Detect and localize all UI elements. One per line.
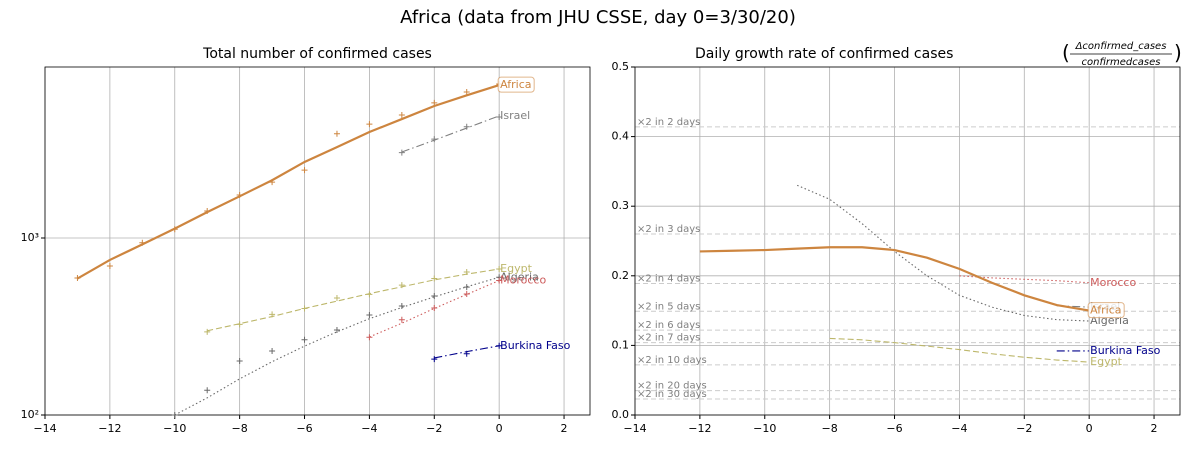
- raw-point: [463, 89, 470, 96]
- doubling-label: ×2 in 2 days: [637, 117, 700, 128]
- y-tick-label: 0.2: [612, 269, 630, 282]
- y-tick-label: 0.4: [612, 130, 630, 143]
- raw-point: [496, 266, 503, 273]
- raw-point: [398, 112, 405, 119]
- chart-title: Total number of confirmed cases: [202, 46, 432, 62]
- series-line: [959, 275, 1090, 284]
- raw-point: [496, 277, 503, 284]
- series-line: [796, 184, 1090, 322]
- doubling-label: ×2 in 5 days: [637, 301, 700, 312]
- fraction-numerator: Δconfirmed_cases: [1075, 41, 1167, 52]
- series-line: [207, 268, 500, 332]
- series-label: Burkina Faso: [1090, 344, 1160, 357]
- raw-point: [106, 262, 113, 269]
- raw-point: [431, 356, 438, 363]
- x-tick-label: 2: [1151, 422, 1158, 435]
- raw-point: [204, 387, 211, 394]
- doubling-label: ×2 in 7 days: [637, 333, 700, 344]
- x-tick-label: −14: [33, 422, 56, 435]
- raw-point: [496, 113, 503, 120]
- x-tick-label: −4: [951, 422, 967, 435]
- series-line: [76, 84, 500, 280]
- raw-point: [333, 130, 340, 137]
- paren: ): [1174, 41, 1182, 65]
- doubling-label: ×2 in 30 days: [637, 389, 707, 400]
- series-line: [699, 246, 1090, 312]
- paren: (: [1062, 41, 1070, 65]
- x-tick-label: 2: [561, 422, 568, 435]
- raw-point: [366, 121, 373, 128]
- series-label: Africa: [500, 78, 531, 91]
- x-tick-label: −14: [623, 422, 646, 435]
- y-tick-label: 10³: [21, 231, 39, 244]
- raw-point: [204, 328, 211, 335]
- x-tick-label: −10: [163, 422, 186, 435]
- raw-point: [269, 347, 276, 354]
- doubling-label: ×2 in 4 days: [637, 273, 700, 284]
- series-label: Morocco: [500, 274, 546, 287]
- raw-point: [431, 275, 438, 282]
- y-tick-label: 0.5: [612, 60, 630, 73]
- y-tick-label: 0.1: [612, 338, 630, 351]
- series-line: [434, 345, 500, 359]
- series-label: Morocco: [1090, 276, 1136, 289]
- x-tick-label: −8: [822, 422, 838, 435]
- x-tick-label: −6: [886, 422, 902, 435]
- chart-title: Daily growth rate of confirmed cases: [695, 46, 953, 62]
- y-tick-label: 0.0: [612, 408, 630, 421]
- raw-point: [398, 302, 405, 309]
- doubling-label: ×2 in 3 days: [637, 224, 700, 235]
- x-tick-label: −2: [1016, 422, 1032, 435]
- x-tick-label: −6: [296, 422, 312, 435]
- fraction-denominator: confirmedcases: [1082, 57, 1161, 68]
- raw-point: [333, 295, 340, 302]
- y-tick-label: 10²: [21, 408, 39, 421]
- series-line: [829, 337, 1090, 363]
- doubling-label: ×2 in 20 days: [637, 381, 707, 392]
- raw-point: [333, 327, 340, 334]
- doubling-label: ×2 in 6 days: [637, 320, 700, 331]
- x-tick-label: −2: [426, 422, 442, 435]
- raw-point: [366, 312, 373, 319]
- raw-point: [398, 316, 405, 323]
- raw-point: [463, 284, 470, 291]
- x-tick-label: −8: [232, 422, 248, 435]
- label-box: [497, 76, 535, 93]
- x-tick-label: 0: [496, 422, 503, 435]
- series-label: Burkina Faso: [500, 339, 570, 352]
- raw-point: [236, 357, 243, 364]
- series-label: Africa: [1090, 304, 1121, 317]
- raw-point: [301, 167, 308, 174]
- x-tick-label: 0: [1086, 422, 1093, 435]
- plot-frame: [634, 66, 1181, 416]
- doubling-label: ×2 in 10 days: [637, 355, 707, 366]
- x-tick-label: −12: [688, 422, 711, 435]
- x-tick-label: −4: [361, 422, 377, 435]
- plot-frame: [44, 66, 591, 416]
- raw-point: [366, 334, 373, 341]
- series-label: Egypt: [500, 262, 532, 275]
- series-line: [401, 115, 500, 153]
- figure-title: Africa (data from JHU CSSE, day 0=3/30/2…: [400, 7, 796, 28]
- x-tick-label: −12: [98, 422, 121, 435]
- series-label: Algeria: [500, 270, 539, 283]
- series-label: Israel: [500, 109, 530, 122]
- series-label: Egypt: [1090, 355, 1122, 368]
- raw-point: [301, 336, 308, 343]
- label-box: [1087, 302, 1125, 319]
- series-line: [174, 276, 500, 416]
- raw-point: [463, 123, 470, 130]
- y-tick-label: 0.3: [612, 199, 630, 212]
- raw-point: [398, 149, 405, 156]
- x-tick-label: −10: [753, 422, 776, 435]
